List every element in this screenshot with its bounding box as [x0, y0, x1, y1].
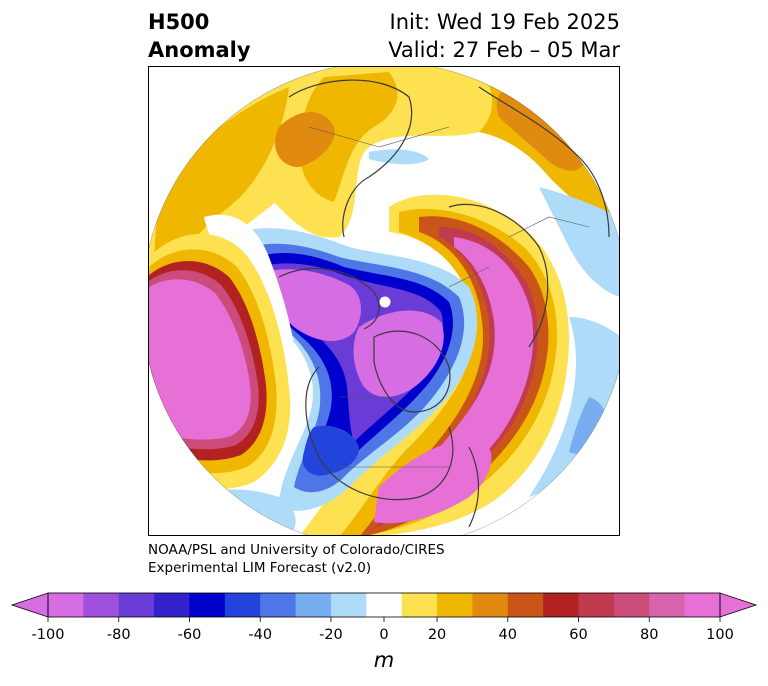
credit-line-2: Experimental LIM Forecast (v2.0) [148, 560, 372, 576]
colorbar-segment [543, 593, 580, 617]
positive-asia-east-core [496, 87, 589, 171]
colorbar-segment [48, 593, 84, 617]
colorbar-segment [224, 593, 261, 617]
credit-line-1: NOAA/PSL and University of Colorado/CIRE… [148, 542, 445, 558]
colorbar [10, 592, 758, 622]
valid-range: Valid: 27 Feb – 05 Mar [388, 38, 620, 62]
weak-negative-asia [369, 149, 429, 165]
map-title: H500 Anomaly [148, 8, 251, 64]
positive-northatlantic-core [389, 237, 534, 517]
colorbar-segment [649, 593, 686, 617]
colorbar-tick-label: 0 [379, 627, 389, 643]
colorbar-segment [613, 593, 650, 617]
positive-pacific-ridge-core [149, 279, 251, 440]
colorbar-tick-label: -80 [106, 627, 131, 643]
anomaly-field [149, 67, 619, 535]
colorbar-segment [295, 593, 332, 617]
colorbar-tick-label: -60 [177, 627, 202, 643]
positive-belt-west-inner [154, 87, 289, 257]
coastlines [278, 79, 610, 528]
colorbar-segments [48, 593, 721, 617]
colorbar-segment [260, 593, 297, 617]
credit-text: NOAA/PSL and University of Colorado/CIRE… [148, 541, 445, 577]
colorbar-segment [472, 593, 509, 617]
forecast-dates: Init: Wed 19 Feb 2025 Valid: 27 Feb – 05… [388, 8, 620, 64]
colorbar-segment [189, 593, 226, 617]
colorbar-segment [154, 593, 190, 617]
colorbar-tick-label: 80 [640, 627, 659, 643]
colorbar-tick-label: 100 [706, 627, 734, 643]
colorbar-tick-label: 60 [569, 627, 588, 643]
colorbar-segment [83, 593, 120, 617]
anomaly-map [148, 66, 620, 536]
colorbar-over-arrow [719, 592, 758, 618]
colorbar-segment [118, 593, 155, 617]
colorbar-tick-label: -40 [248, 627, 273, 643]
colorbar-tick-label: -20 [319, 627, 343, 643]
colorbar-segment [437, 593, 473, 617]
colorbar-tick-label: 40 [498, 627, 518, 643]
colorbar-under-arrow [10, 592, 49, 618]
colorbar-tick-label: -100 [31, 627, 65, 643]
title-variable: H500 [148, 10, 210, 34]
init-date: Init: Wed 19 Feb 2025 [389, 10, 620, 34]
positive-siberia-core [275, 112, 335, 167]
colorbar-segment [330, 593, 367, 617]
anomaly-map-svg [149, 67, 619, 535]
colorbar-unit: m [373, 648, 395, 672]
colorbar-tick-label: 20 [427, 627, 447, 643]
negative-core-greenland [353, 310, 444, 397]
borders [308, 126, 590, 468]
colorbar-segment [507, 593, 544, 617]
colorbar-segment [401, 593, 438, 617]
colorbar-segment [578, 593, 615, 617]
colorbar-ticks [47, 617, 721, 622]
colorbar-segment [366, 593, 403, 617]
negative-central-us [302, 425, 359, 476]
weak-negative-north-pacific [539, 187, 619, 297]
colorbar-segment [684, 593, 721, 617]
positive-atlantic-south-lobe [374, 437, 492, 524]
title-anomaly: Anomaly [148, 38, 251, 62]
negative-core-canada [264, 269, 361, 342]
north-pole-marker [379, 296, 391, 308]
positive-siberia-mid [299, 72, 398, 202]
